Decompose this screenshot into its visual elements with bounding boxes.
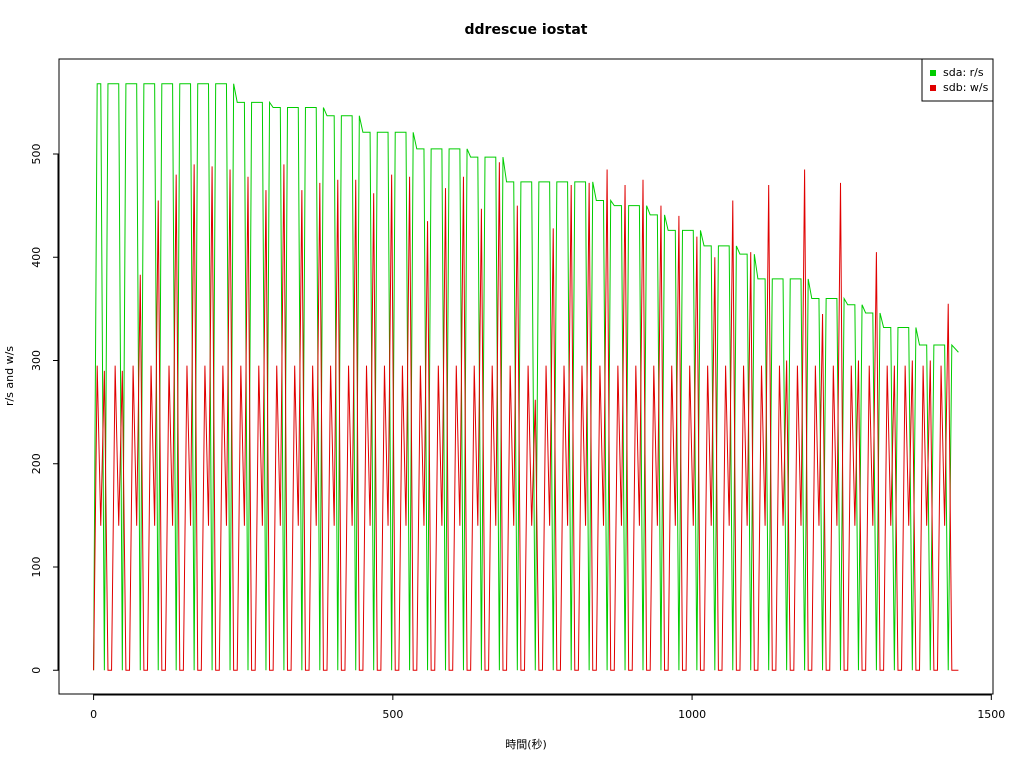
y-tick-label: 0	[30, 667, 43, 674]
series-line	[93, 83, 959, 671]
legend-box	[921, 58, 994, 102]
x-tick-label: 1500	[977, 708, 1005, 721]
y-axis-label: r/s and w/s	[3, 346, 16, 406]
legend-swatch	[930, 85, 936, 91]
y-tick-label: 400	[30, 247, 43, 268]
x-tick-label: 0	[90, 708, 97, 721]
plot-frame	[58, 58, 994, 695]
legend-swatch	[930, 70, 936, 76]
legend-label: sda: r/s	[943, 66, 984, 79]
x-tick-label: 500	[382, 708, 403, 721]
y-tick-label: 100	[30, 557, 43, 578]
y-tick-label: 300	[30, 350, 43, 371]
series-line	[93, 162, 959, 671]
y-tick-label: 500	[30, 143, 43, 164]
y-tick-label: 200	[30, 453, 43, 474]
legend-label: sdb: w/s	[943, 81, 989, 94]
chart-title: ddrescue iostat	[465, 22, 588, 38]
x-tick-label: 1000	[678, 708, 706, 721]
x-axis-label: 時間(秒)	[505, 737, 547, 751]
